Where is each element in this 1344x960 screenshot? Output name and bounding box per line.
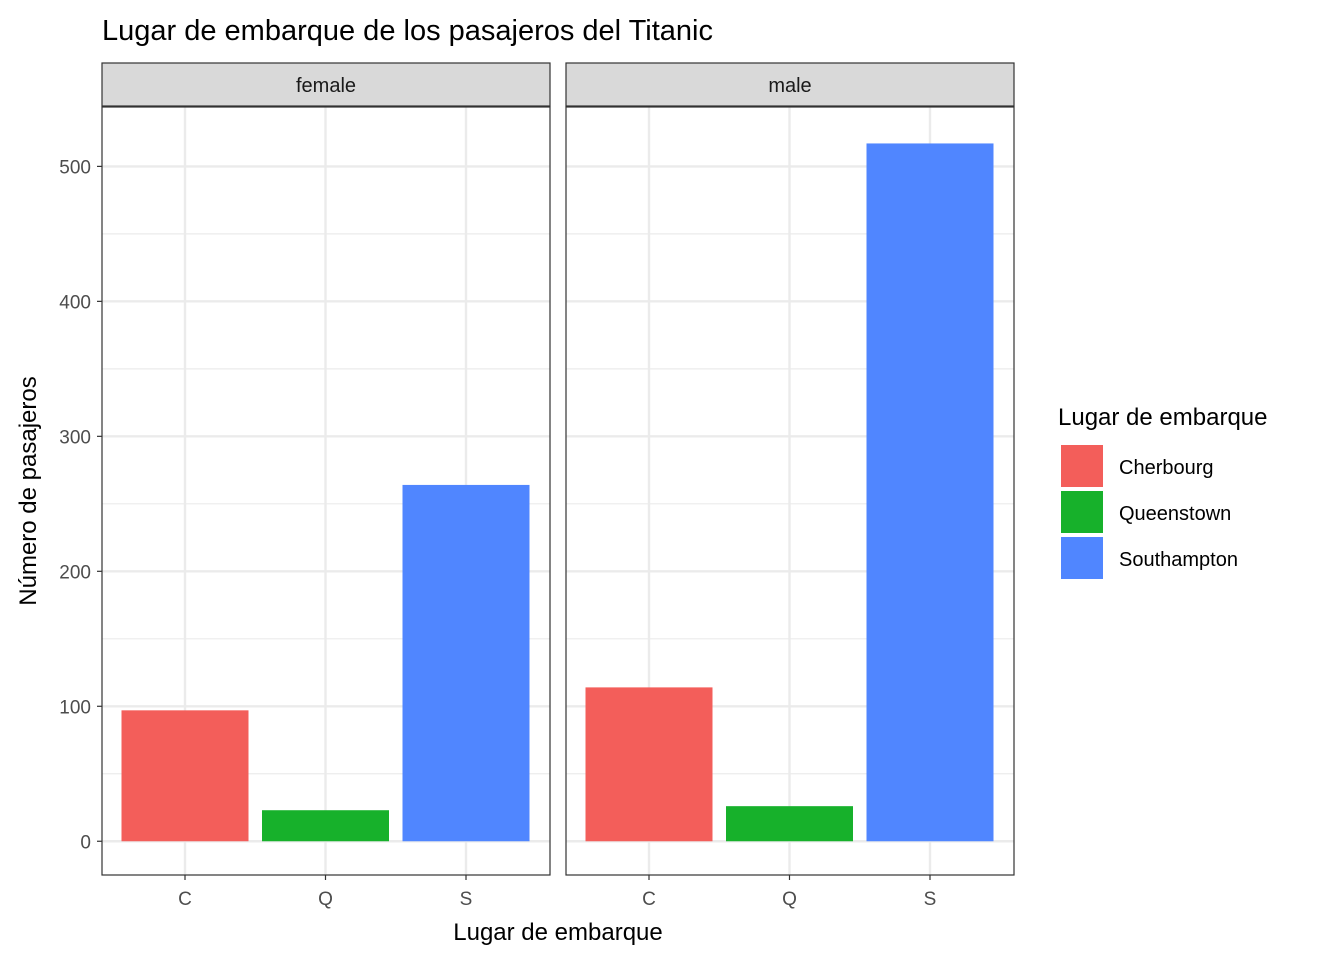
y-axis-label: Número de pasajeros [15, 376, 42, 605]
bar-male-C [585, 687, 713, 842]
legend-label: Queenstown [1119, 503, 1231, 525]
legend-label: Cherbourg [1119, 457, 1214, 479]
chart-title: Lugar de embarque de los pasajeros del T… [102, 15, 713, 47]
facet-label-female: female [296, 75, 356, 97]
bar-female-C [121, 710, 249, 842]
x-tick-label: Q [782, 889, 797, 910]
x-tick-label: S [460, 889, 473, 910]
facet-label-male: male [768, 75, 811, 97]
legend-swatch-queenstown [1061, 491, 1103, 533]
y-tick-label: 500 [59, 157, 91, 178]
legend-swatch-southampton [1061, 537, 1103, 579]
bar-female-S [402, 484, 530, 842]
x-tick-label: C [178, 889, 192, 910]
y-tick-label: 400 [59, 292, 91, 313]
facet-strip-female [101, 62, 551, 107]
legend-swatch-cherbourg [1061, 445, 1103, 487]
y-tick-label: 200 [59, 562, 91, 583]
bar-male-Q [726, 806, 853, 842]
x-tick-label: S [924, 889, 937, 910]
y-tick-label: 300 [59, 427, 91, 448]
legend-title: Lugar de embarque [1058, 404, 1267, 431]
y-tick-label: 100 [59, 697, 91, 718]
bar-male-S [866, 143, 994, 842]
legend-label: Southampton [1119, 549, 1238, 571]
bar-female-Q [262, 810, 389, 842]
y-tick-label: 0 [80, 832, 91, 853]
x-tick-label: C [642, 889, 656, 910]
x-axis-label: Lugar de embarque [453, 919, 662, 946]
x-tick-label: Q [318, 889, 333, 910]
facet-strip-male [565, 62, 1015, 107]
